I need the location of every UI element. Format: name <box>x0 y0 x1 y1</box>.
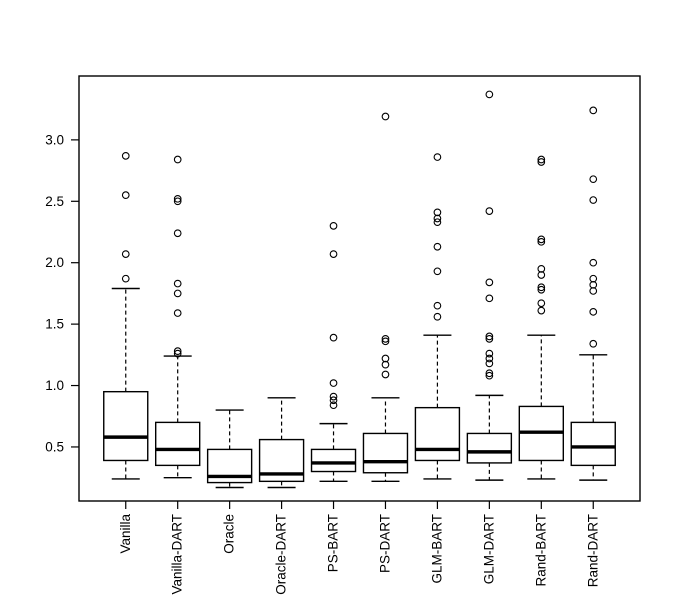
outlier-point <box>433 208 442 217</box>
x-category-label: Oracle-DART <box>274 514 289 595</box>
outlier-point <box>173 309 182 317</box>
outlier-point <box>537 155 546 164</box>
outlier-point <box>485 278 494 287</box>
outlier-point <box>433 218 442 227</box>
x-category-label: PS-BART <box>326 514 341 572</box>
outlier-point <box>537 306 546 315</box>
outlier-point <box>537 285 546 294</box>
outlier-point <box>121 250 130 258</box>
iqr-box <box>570 421 616 467</box>
outlier-point <box>329 222 338 230</box>
outlier-point <box>485 371 494 380</box>
boxplot-group-oracle-dart <box>258 397 305 489</box>
iqr-box <box>414 406 461 462</box>
outlier-point <box>485 207 494 215</box>
iqr-box <box>466 432 513 464</box>
outlier-point <box>121 274 130 283</box>
outlier-point <box>589 106 598 115</box>
boxplot-group-rand-dart <box>570 106 616 481</box>
outlier-point <box>173 155 182 164</box>
outlier-point <box>589 339 598 348</box>
outlier-point <box>589 307 598 316</box>
outlier-point <box>485 354 494 363</box>
outlier-point <box>329 392 338 401</box>
outlier-point <box>329 396 338 405</box>
outlier-point <box>485 90 494 99</box>
outlier-point <box>173 194 182 203</box>
outlier-point <box>381 337 390 346</box>
boxplot-group-rand-bart <box>518 155 565 480</box>
iqr-box <box>310 448 357 473</box>
outlier-point <box>485 369 494 378</box>
y-tick-label: 1.5 <box>45 317 64 332</box>
outlier-point <box>589 258 598 267</box>
x-category-label: PS-DART <box>377 514 392 573</box>
outlier-point <box>329 401 338 410</box>
outlier-point <box>381 370 390 379</box>
boxplot-group-vanilla-dart <box>154 155 201 479</box>
x-category-label: Rand-BART <box>533 514 548 587</box>
outlier-point <box>537 158 546 166</box>
outlier-point <box>433 242 442 251</box>
plot-border <box>78 75 641 502</box>
outlier-point <box>433 267 442 276</box>
outlier-point <box>329 250 338 258</box>
outlier-point <box>589 196 598 204</box>
outlier-point <box>485 335 494 343</box>
boxplot-group-oracle <box>206 409 253 489</box>
outlier-point <box>433 301 442 310</box>
x-category-label: Rand-DART <box>585 514 600 587</box>
outlier-point <box>433 153 442 161</box>
y-tick-label: 3.0 <box>45 132 64 147</box>
outlier-point <box>173 229 182 238</box>
y-tick-label: 2.0 <box>45 255 64 270</box>
x-category-label: GLM-DART <box>481 514 496 584</box>
outlier-point <box>537 237 546 246</box>
x-category-label: Vanilla-DART <box>170 514 185 595</box>
outlier-point <box>173 347 182 355</box>
y-tick-label: 1.0 <box>45 378 64 393</box>
outlier-point <box>485 332 494 341</box>
outlier-point <box>537 283 546 292</box>
outlier-point <box>173 349 182 358</box>
iqr-box <box>362 432 409 474</box>
boxplot-group-ps-dart <box>362 112 409 483</box>
outlier-point <box>329 379 338 387</box>
outlier-point <box>589 175 598 184</box>
outlier-point <box>121 151 130 160</box>
outlier-point <box>485 359 494 368</box>
boxplot-group-glm-bart <box>414 153 461 480</box>
outlier-point <box>173 289 182 298</box>
x-category-label: Oracle <box>222 514 237 554</box>
boxplot-group-vanilla <box>103 151 149 480</box>
outlier-point <box>433 312 442 321</box>
outlier-point <box>173 279 182 288</box>
outlier-point <box>173 197 182 206</box>
x-category-label: Vanilla <box>118 514 133 554</box>
outlier-point <box>537 264 546 273</box>
outlier-point <box>329 333 338 342</box>
iqr-box <box>154 421 201 467</box>
boxplot-group-glm-dart <box>466 90 513 481</box>
outlier-point <box>537 235 546 244</box>
outlier-point <box>121 191 130 199</box>
y-tick-label: 0.5 <box>45 439 64 454</box>
outlier-point <box>589 274 598 283</box>
iqr-box <box>103 390 149 462</box>
outlier-point <box>381 354 390 363</box>
outlier-point <box>485 294 494 303</box>
outlier-point <box>381 112 390 121</box>
y-tick-label: 2.5 <box>45 194 64 209</box>
boxplot-group-ps-bart <box>310 222 357 483</box>
outlier-point <box>381 335 390 343</box>
outlier-point <box>485 349 494 358</box>
outlier-point <box>537 299 546 308</box>
x-category-label: GLM-BART <box>429 514 444 584</box>
